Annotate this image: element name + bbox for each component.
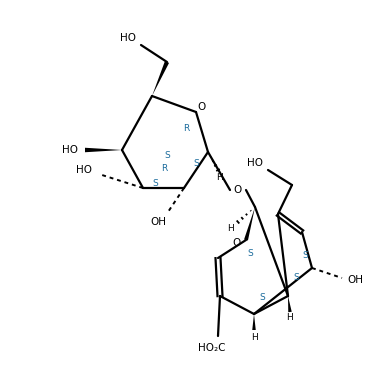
Polygon shape: [244, 207, 255, 241]
Text: H: H: [228, 224, 234, 232]
Text: S: S: [293, 273, 299, 283]
Text: S: S: [247, 249, 253, 257]
Text: OH: OH: [347, 275, 363, 285]
Text: HO₂C: HO₂C: [198, 343, 226, 353]
Text: S: S: [164, 151, 170, 159]
Text: R: R: [161, 164, 167, 172]
Text: H: H: [287, 314, 293, 322]
Text: S: S: [302, 250, 308, 260]
Polygon shape: [85, 148, 122, 152]
Text: H: H: [251, 334, 258, 342]
Text: HO: HO: [247, 158, 263, 168]
Text: H: H: [217, 172, 224, 182]
Text: O: O: [234, 185, 242, 195]
Polygon shape: [252, 314, 256, 330]
Text: HO: HO: [76, 165, 92, 175]
Text: S: S: [193, 159, 199, 167]
Text: R: R: [183, 123, 189, 133]
Text: O: O: [233, 238, 241, 248]
Polygon shape: [152, 61, 169, 96]
Text: HO: HO: [120, 33, 136, 43]
Text: O: O: [198, 102, 206, 112]
Text: S: S: [152, 178, 158, 188]
Text: S: S: [259, 293, 265, 303]
Polygon shape: [288, 296, 292, 312]
Text: HO: HO: [62, 145, 78, 155]
Text: OH: OH: [150, 217, 166, 227]
